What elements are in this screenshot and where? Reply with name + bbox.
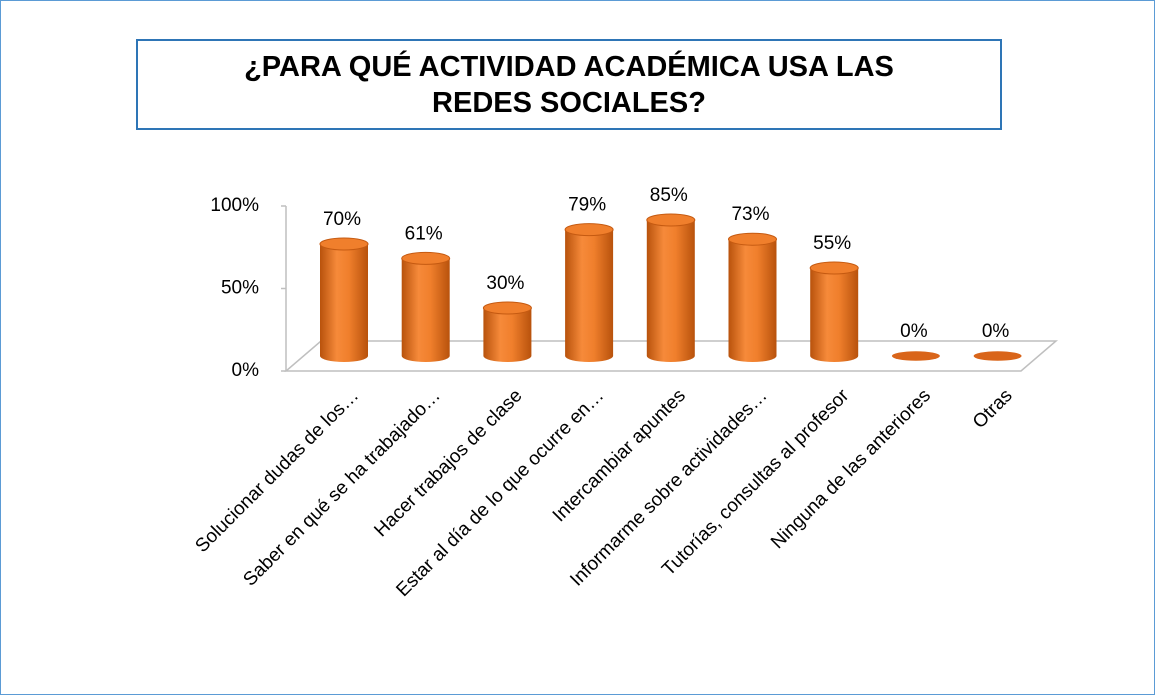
value-label: 79%: [568, 195, 606, 216]
bar-top: [646, 213, 696, 227]
bar-top: [564, 223, 614, 237]
bar: [646, 213, 696, 362]
x-tick-label: Hacer trabajos de clase: [370, 385, 526, 541]
value-label: 73%: [731, 204, 769, 225]
x-tick-label: Otras: [969, 385, 1017, 433]
bar-top: [809, 261, 859, 275]
value-label: 61%: [405, 223, 443, 244]
bar-body: [810, 268, 859, 362]
bar-top: [319, 237, 369, 251]
bar-top: [891, 351, 940, 361]
value-label: 0%: [900, 321, 928, 342]
bar: [973, 351, 1022, 361]
bar-body: [728, 239, 777, 362]
x-tick-label: Solucionar dudas de los…: [191, 385, 363, 557]
x-tick-label: Intercambiar apuntes: [549, 385, 690, 526]
value-label: 30%: [486, 273, 524, 294]
bar: [564, 223, 614, 362]
bar-top: [482, 301, 532, 315]
bar: [809, 261, 859, 362]
value-label: 70%: [323, 209, 361, 230]
chart-title: ¿PARA QUÉ ACTIVIDAD ACADÉMICA USA LAS RE…: [136, 39, 1002, 130]
bar: [319, 237, 369, 362]
x-tick-label: Ninguna de las anteriores: [767, 385, 935, 553]
bar: [891, 351, 940, 361]
floor: [283, 340, 1059, 372]
bar: [728, 232, 777, 362]
y-tick-label: 100%: [210, 195, 259, 216]
bar-body: [320, 244, 368, 362]
value-label: 85%: [650, 185, 688, 206]
value-label: 0%: [982, 321, 1010, 342]
bar-body: [646, 220, 695, 362]
bar-top: [973, 351, 1022, 361]
bar: [482, 301, 532, 362]
bar-body: [565, 229, 614, 362]
bar-top: [401, 251, 451, 265]
y-tick-label: 0%: [232, 360, 260, 381]
value-label: 55%: [813, 233, 851, 254]
bar-top: [728, 232, 777, 246]
bar-body: [483, 308, 532, 362]
y-tick-label: 50%: [221, 278, 259, 299]
bar: [401, 251, 451, 362]
bar-body: [401, 258, 450, 362]
